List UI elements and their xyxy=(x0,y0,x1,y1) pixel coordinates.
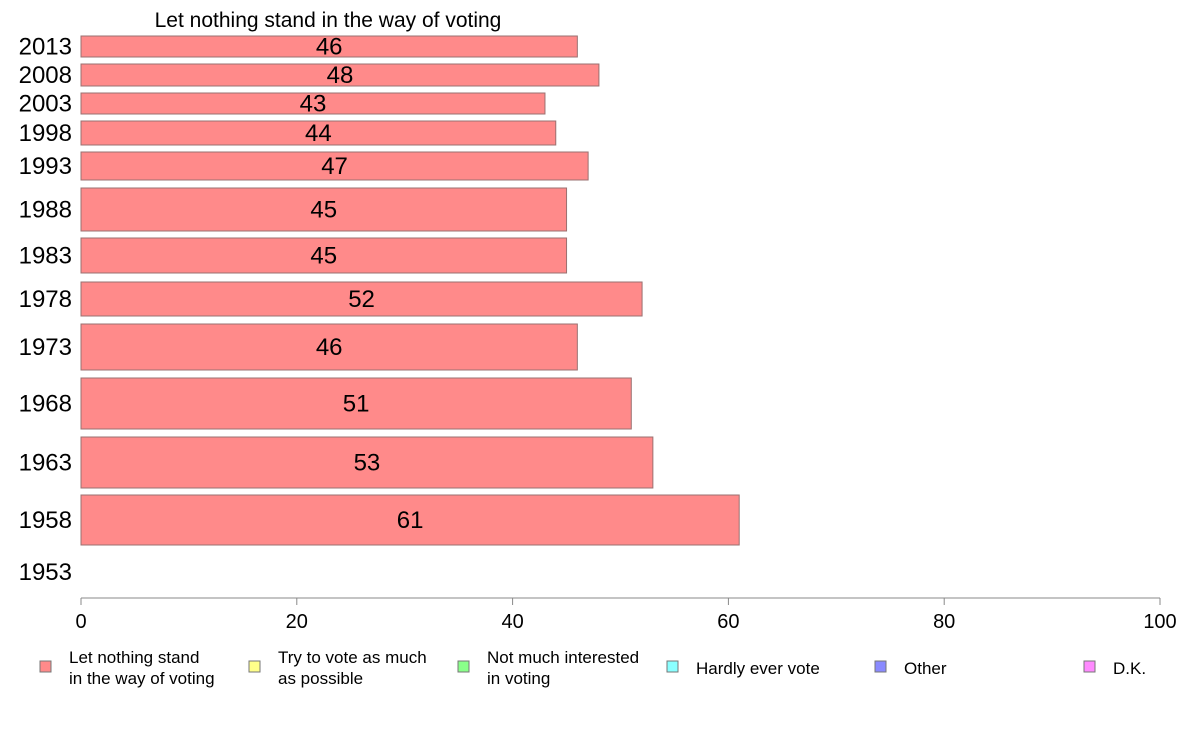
x-tick-label-40: 40 xyxy=(501,611,523,633)
x-tick-label-20: 20 xyxy=(286,611,308,633)
legend-label-other: Other xyxy=(904,659,947,678)
bar-value-label-1963: 53 xyxy=(354,450,381,477)
bar-2008 xyxy=(80,63,600,87)
bar-value-label-1958: 61 xyxy=(397,507,424,534)
legend-label-let-nothing-stand-in-the-way-of-voting: Let nothing stand in the way of voting xyxy=(69,648,215,688)
bar-2013 xyxy=(80,35,578,58)
bar-1973 xyxy=(80,323,578,371)
bar-1993 xyxy=(80,151,589,181)
bar-1958 xyxy=(80,494,740,546)
bar-value-label-2008: 48 xyxy=(327,62,354,89)
year-label-1988: 1988 xyxy=(19,197,72,224)
legend-label-d-k: D.K. xyxy=(1113,659,1146,678)
bar-value-label-1998: 44 xyxy=(305,120,332,147)
year-label-2003: 2003 xyxy=(19,91,72,118)
bar-1998 xyxy=(80,120,557,146)
legend-swatch-hardly-ever-vote xyxy=(666,660,679,673)
legend-swatch-let-nothing-stand-in-the-way-of-voting xyxy=(39,660,52,673)
year-label-2013: 2013 xyxy=(19,34,72,61)
bar-1983 xyxy=(80,237,568,274)
bar-value-label-1968: 51 xyxy=(343,391,370,418)
legend-label-try-to-vote-as-much-as-possible: Try to vote as much as possible xyxy=(278,648,427,688)
legend-label-not-much-interested-in-voting: Not much interested in voting xyxy=(487,648,639,688)
year-label-1968: 1968 xyxy=(19,391,72,418)
year-label-2008: 2008 xyxy=(19,62,72,89)
bar-1963 xyxy=(80,436,654,489)
bar-value-label-1983: 45 xyxy=(310,243,337,270)
x-axis: 0 20 40 60 80 100 xyxy=(75,597,1177,633)
bar-value-label-1993: 47 xyxy=(321,153,348,180)
legend: Let nothing stand in the way of voting Try… xyxy=(39,648,1146,688)
x-tick-label-100: 100 xyxy=(1143,611,1176,633)
legend-swatch-not-much-interested-in-voting xyxy=(457,660,470,673)
bar-value-label-1988: 45 xyxy=(310,197,337,224)
bar-1988 xyxy=(80,187,568,232)
bar-value-label-2003: 43 xyxy=(300,91,327,118)
bar-1978 xyxy=(80,281,643,317)
year-label-1953: 1953 xyxy=(19,559,72,586)
legend-swatch-d-k xyxy=(1083,660,1096,673)
x-tick-label-80: 80 xyxy=(933,611,955,633)
bar-value-label-2013: 46 xyxy=(316,34,343,61)
legend-swatch-try-to-vote-as-much-as-possible xyxy=(248,660,261,673)
legend-label-hardly-ever-vote: Hardly ever vote xyxy=(696,659,820,678)
bar-2003 xyxy=(80,92,546,115)
year-label-1978: 1978 xyxy=(19,286,72,313)
year-label-1973: 1973 xyxy=(19,334,72,361)
year-label-1983: 1983 xyxy=(19,243,72,270)
year-label-1993: 1993 xyxy=(19,153,72,180)
legend-swatch-other xyxy=(874,660,887,673)
chart-title: Let nothing stand in the way of voting xyxy=(155,9,502,32)
year-label-1958: 1958 xyxy=(19,507,72,534)
x-tick-label-0: 0 xyxy=(75,611,86,633)
year-label-1998: 1998 xyxy=(19,120,72,147)
bar-value-label-1978: 52 xyxy=(348,286,375,313)
bar-1968 xyxy=(80,377,632,430)
bar-value-label-1973: 46 xyxy=(316,334,343,361)
x-tick-label-60: 60 xyxy=(717,611,739,633)
year-label-1963: 1963 xyxy=(19,450,72,477)
